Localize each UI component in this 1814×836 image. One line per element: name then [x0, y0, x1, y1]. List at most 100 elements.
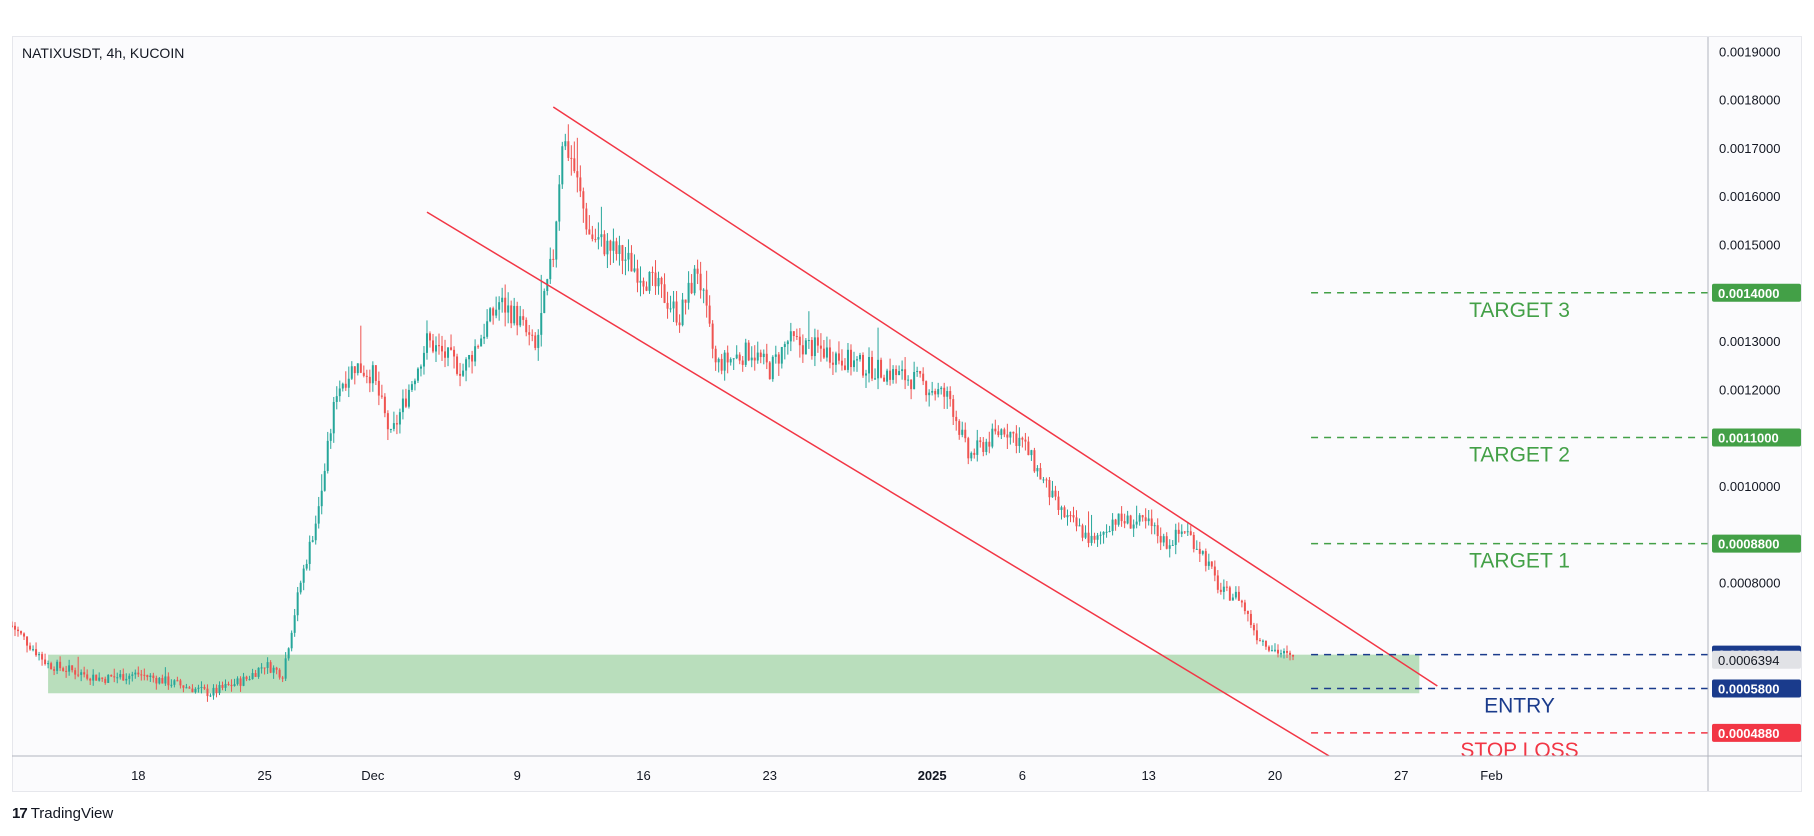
candle-body: [275, 667, 278, 670]
candle-body: [12, 625, 13, 627]
y-tick-label-6: 0.0013000: [1719, 334, 1780, 349]
candle-body: [609, 240, 612, 251]
candle-body: [86, 674, 89, 679]
candle-body: [149, 675, 152, 678]
candle-body: [549, 258, 552, 280]
candle-body: [783, 344, 786, 347]
candle-body: [206, 688, 209, 697]
level-label-3: TARGET 1: [1469, 550, 1570, 573]
candle-body: [428, 333, 431, 341]
candle-body: [1096, 535, 1099, 540]
candle-body: [483, 336, 486, 339]
candle-body: [155, 677, 158, 684]
candle-body: [621, 245, 624, 261]
candle-body: [789, 331, 792, 342]
price-badge-6: 0.0004880: [1718, 726, 1779, 741]
candle-body: [723, 352, 726, 371]
candle-body: [513, 305, 516, 324]
candle-body: [579, 177, 582, 192]
candle-body: [798, 336, 801, 346]
level-label-2: TARGET 2: [1469, 444, 1570, 467]
candle-body: [699, 273, 702, 291]
candle-body: [1177, 529, 1180, 534]
candle-body: [744, 342, 747, 365]
candle-body: [209, 695, 212, 697]
candle-body: [1003, 429, 1006, 435]
candle-body: [519, 316, 522, 326]
candle-body: [525, 319, 528, 333]
candle-body: [615, 241, 618, 254]
candle-body: [269, 662, 272, 673]
candle-body: [696, 268, 699, 274]
candle-body: [1159, 536, 1162, 543]
candle-body: [386, 413, 389, 430]
candle-body: [398, 412, 401, 425]
candle-body: [594, 239, 597, 241]
current-price-badge-bg: [1712, 650, 1801, 669]
candle-body: [215, 687, 218, 694]
candle-body: [1283, 651, 1285, 654]
candle-body: [146, 675, 149, 678]
tradingview-brand[interactable]: 17 TradingView: [12, 805, 113, 822]
candle-body: [786, 341, 789, 345]
candle-body: [534, 335, 537, 348]
candle-body: [729, 359, 732, 363]
candle-body: [263, 667, 266, 669]
candle-body: [1198, 548, 1201, 554]
candle-body: [874, 378, 877, 380]
price-badge-2: 0.0011000: [1718, 431, 1779, 446]
candle-body: [810, 340, 813, 357]
candle-body: [311, 540, 314, 542]
candle-body: [435, 345, 437, 352]
candle-body: [1201, 551, 1204, 554]
candle-body: [290, 632, 293, 649]
candle-body: [1153, 525, 1156, 527]
candle-body: [320, 490, 323, 507]
candle-body: [173, 680, 176, 685]
candle-body: [1021, 437, 1024, 440]
x-tick-label-4: 9: [514, 768, 521, 783]
price-badge-5: 0.0005800: [1718, 681, 1779, 696]
x-tick-label-6: 23: [763, 768, 777, 783]
candle-body: [708, 305, 711, 324]
channel-trendline-1: [552, 106, 1438, 687]
candle-body: [573, 158, 576, 172]
candle-body: [239, 678, 242, 686]
candle-body: [1219, 589, 1222, 592]
candle-body: [555, 221, 558, 260]
candle-body: [1255, 630, 1258, 641]
candle-body: [603, 234, 606, 255]
level-label-5: ENTRY: [1484, 694, 1555, 717]
candle-body: [131, 674, 134, 676]
candle-body: [471, 354, 474, 362]
y-tick-label-1: 0.0019000: [1719, 44, 1780, 59]
candle-body: [561, 146, 564, 185]
candle-body: [1267, 646, 1270, 651]
candle-body: [230, 684, 233, 687]
candle-body: [179, 680, 182, 686]
candle-body: [913, 371, 916, 390]
candle-body: [140, 674, 143, 676]
candle-body: [889, 370, 892, 380]
candle-body: [1099, 534, 1102, 536]
candle-body: [591, 234, 594, 240]
candle-body: [834, 353, 837, 365]
candle-body: [233, 684, 236, 687]
candle-body: [849, 349, 852, 368]
candle-body: [365, 375, 368, 377]
candle-body: [702, 289, 705, 291]
candle-body: [1246, 611, 1249, 614]
candle-body: [248, 679, 251, 681]
candle-body: [242, 676, 245, 686]
candle-body: [419, 366, 422, 369]
candle-body: [260, 667, 263, 669]
candle-body: [1009, 431, 1012, 438]
candle-body: [257, 667, 260, 677]
price-badge-1: 0.0014000: [1718, 286, 1779, 301]
x-tick-label-2: 25: [257, 768, 271, 783]
candle-body: [218, 685, 221, 694]
y-tick-label-9: 0.0008000: [1719, 575, 1780, 590]
candle-body: [828, 347, 831, 363]
candle-body: [750, 357, 753, 361]
